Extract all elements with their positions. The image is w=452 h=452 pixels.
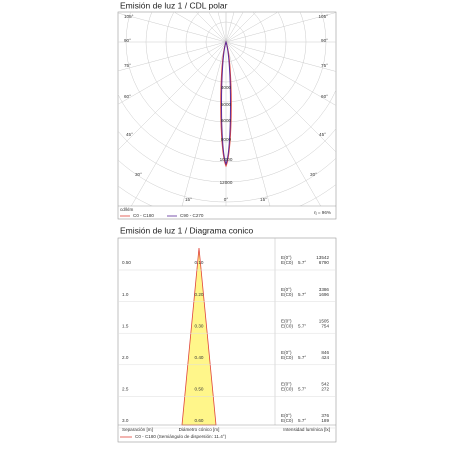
angle-label: 45° bbox=[126, 132, 133, 137]
polar-grid bbox=[118, 12, 336, 206]
efficiency: η = 96% bbox=[314, 210, 331, 215]
ec-value: 6790 bbox=[319, 260, 330, 265]
e0-label: E(0°) bbox=[281, 382, 292, 387]
diameter: 0.30 bbox=[195, 323, 204, 328]
angle-label: 60° bbox=[321, 94, 328, 99]
e0-value: 13542 bbox=[316, 255, 329, 260]
separation: 1.5 bbox=[122, 323, 129, 328]
e0-value: 1505 bbox=[319, 318, 330, 323]
conic-frame bbox=[117, 237, 337, 443]
angle: 5.7° bbox=[298, 292, 306, 297]
radial-label: 12000 bbox=[220, 180, 233, 185]
ec-label: E(C0) bbox=[281, 260, 293, 265]
grid-ray bbox=[118, 41, 227, 151]
radial-label: 10000 bbox=[220, 157, 233, 162]
grid-ray bbox=[118, 12, 227, 43]
ec-value: 189 bbox=[321, 418, 329, 423]
angle-label: 30° bbox=[135, 172, 142, 177]
angle-label: 105° bbox=[124, 14, 134, 19]
angle-label: 0° bbox=[224, 197, 229, 202]
curve-c90 bbox=[221, 40, 231, 166]
e0-label: E(0°) bbox=[281, 350, 292, 355]
e0-label: E(0°) bbox=[281, 318, 292, 323]
ec-label: E(C0) bbox=[281, 387, 293, 392]
ec-label: E(C0) bbox=[281, 323, 293, 328]
angle-label: 15° bbox=[260, 197, 267, 202]
ec-value: 272 bbox=[321, 387, 329, 392]
grid-ray bbox=[225, 41, 336, 106]
angle: 5.7° bbox=[298, 387, 306, 392]
e0-label: E(0°) bbox=[281, 287, 292, 292]
ec-value: 424 bbox=[321, 355, 329, 360]
angle: 5.7° bbox=[298, 355, 306, 360]
ec-value: 754 bbox=[321, 323, 329, 328]
legend-label: C0 - C180 bbox=[133, 213, 154, 218]
separation: 2.5 bbox=[122, 387, 129, 392]
radial-label: 5000 bbox=[221, 102, 232, 107]
angle-label: 90° bbox=[321, 38, 328, 43]
grid-ray bbox=[181, 41, 227, 206]
ec-label: E(C0) bbox=[281, 355, 293, 360]
angle-label: 45° bbox=[319, 132, 326, 137]
grid-ray bbox=[118, 41, 227, 72]
diameter: 0.60 bbox=[195, 418, 204, 423]
footer-label: Diámetro cónico [m] bbox=[179, 427, 220, 432]
ec-value: 1696 bbox=[319, 292, 330, 297]
e0-value: 846 bbox=[321, 350, 329, 355]
grid-ray bbox=[131, 41, 227, 206]
grid-ray bbox=[225, 41, 321, 206]
separation: 3.0 bbox=[122, 418, 129, 423]
legend-label: C0 - C180 (Semiángulo de dispersión: 11.… bbox=[135, 434, 227, 439]
angle: 5.7° bbox=[298, 418, 306, 423]
grid-ray bbox=[225, 41, 336, 72]
angle-label: 15° bbox=[185, 197, 192, 202]
angle-label: 75° bbox=[124, 63, 131, 68]
e0-value: 376 bbox=[321, 413, 329, 418]
footer-label: Intensidad lumínica [lx] bbox=[283, 427, 330, 432]
grid-ray bbox=[225, 12, 336, 43]
conic-title: Emisión de luz 1 / Diagrama conico bbox=[120, 225, 254, 235]
e0-label: E(0°) bbox=[281, 255, 292, 260]
radial-label: 6000 bbox=[221, 118, 232, 123]
angle: 5.7° bbox=[298, 323, 306, 328]
diameter: 0.40 bbox=[195, 355, 204, 360]
diameter: 0.20 bbox=[195, 292, 204, 297]
separation: 2.0 bbox=[122, 355, 129, 360]
radial-label: 4000 bbox=[221, 85, 232, 90]
ec-label: E(C0) bbox=[281, 292, 293, 297]
footer-label: Separación [m] bbox=[122, 427, 153, 432]
separation: 0.50 bbox=[122, 260, 131, 265]
grid-ray bbox=[118, 41, 227, 105]
angle-label: 75° bbox=[321, 63, 328, 68]
angle: 5.7° bbox=[298, 260, 306, 265]
e0-value: 542 bbox=[321, 382, 329, 387]
angle-label: 90° bbox=[124, 38, 131, 43]
radial-label: 8000 bbox=[221, 137, 232, 142]
diameter: 0.10 bbox=[195, 260, 204, 265]
legend-label: C90 - C270 bbox=[180, 213, 204, 218]
angle-label: 60° bbox=[124, 94, 131, 99]
e0-label: E(0°) bbox=[281, 413, 292, 418]
separation: 1.0 bbox=[122, 292, 129, 297]
angle-label: 30° bbox=[310, 172, 317, 177]
e0-value: 3386 bbox=[319, 287, 330, 292]
grid-ray bbox=[173, 12, 227, 43]
grid-ray bbox=[225, 41, 271, 206]
unit: cd/klm bbox=[120, 207, 133, 212]
angle-label: 105° bbox=[318, 14, 328, 19]
grid-ray bbox=[225, 41, 336, 153]
polar-title: Emisión de luz 1 / CDL polar bbox=[120, 0, 228, 10]
diameter: 0.50 bbox=[195, 387, 204, 392]
ec-label: E(C0) bbox=[281, 418, 293, 423]
grid-ray bbox=[225, 12, 279, 43]
